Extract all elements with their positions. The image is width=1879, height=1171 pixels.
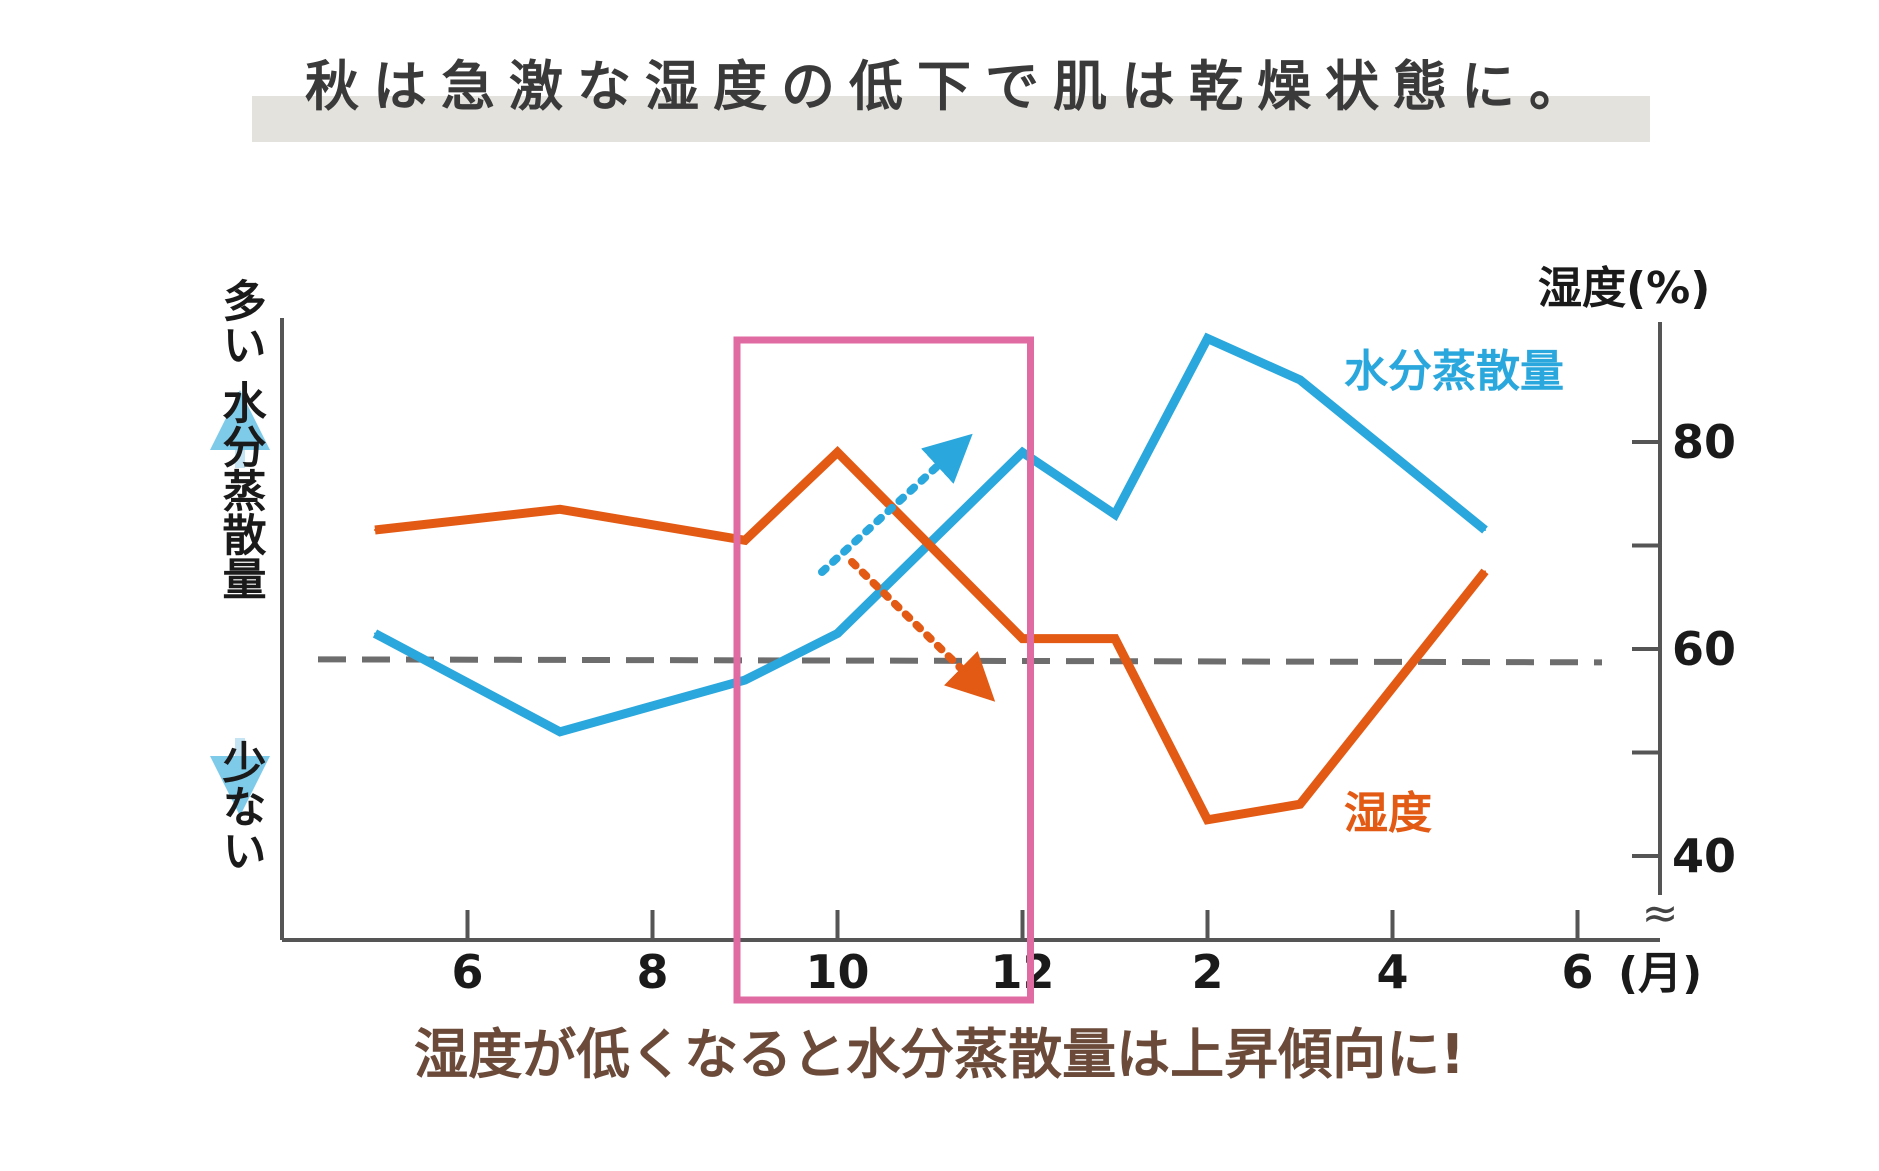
heading-underline-band — [252, 96, 1650, 142]
x-tick-label: 6 — [451, 945, 483, 999]
data-point — [1021, 451, 1024, 454]
y-ticks: 80 60 40 — [1632, 415, 1736, 883]
data-point — [559, 730, 561, 733]
x-tick-label: 10 — [805, 945, 869, 999]
data-point — [1484, 570, 1486, 573]
data-point — [1206, 818, 1209, 821]
x-tick-label: 2 — [1191, 945, 1223, 999]
series-points — [374, 337, 1486, 821]
y-tick-label: 40 — [1672, 829, 1736, 883]
data-point — [744, 679, 746, 682]
chart-caption: 湿度が低くなると水分蒸散量は上昇傾向に! — [414, 1023, 1465, 1086]
x-tick-label: 6 — [1561, 945, 1593, 999]
data-point — [836, 632, 839, 635]
data-point — [559, 508, 561, 511]
data-point — [1114, 513, 1116, 516]
x-tick-label: 4 — [1376, 945, 1408, 999]
axis-break-mark: ≈ — [1642, 888, 1679, 939]
x-tick-label: 12 — [990, 945, 1054, 999]
page-heading: 秋は急激な湿度の低下で肌は乾燥状態に。 — [305, 55, 1597, 118]
data-point — [1484, 528, 1486, 531]
left-label-middle: 水分蒸散量 — [215, 380, 267, 600]
highlight-box — [733, 336, 1034, 1004]
data-point — [374, 632, 376, 635]
x-ticks: 6 8 10 12 2 4 6 — [451, 910, 1594, 999]
left-label-top: 多い — [215, 278, 266, 366]
series-line-evaporation — [372, 332, 1488, 737]
data-point — [836, 451, 839, 454]
data-point — [374, 528, 376, 531]
right-axis-title: 湿度(%) — [1538, 263, 1710, 314]
left-label-bottom: 少ない — [215, 740, 267, 872]
series-label-evaporation: 水分蒸散量 — [1344, 346, 1564, 397]
humidity-down-arrow — [848, 558, 996, 702]
y-tick-label: 60 — [1672, 622, 1736, 676]
data-point — [1021, 637, 1024, 640]
heading-banner: 秋は急激な湿度の低下で肌は乾燥状態に。 — [252, 40, 1650, 152]
data-point — [1114, 637, 1116, 640]
data-point — [1299, 803, 1301, 806]
y-tick-label: 80 — [1672, 415, 1736, 469]
data-point — [1299, 378, 1301, 381]
data-point — [1206, 337, 1209, 340]
series-label-humidity: 湿度 — [1344, 788, 1432, 839]
evaporation-up-arrow — [818, 433, 973, 576]
x-tick-label: 8 — [636, 945, 668, 999]
x-axis-unit: (月) — [1618, 948, 1702, 999]
data-point — [744, 539, 746, 542]
